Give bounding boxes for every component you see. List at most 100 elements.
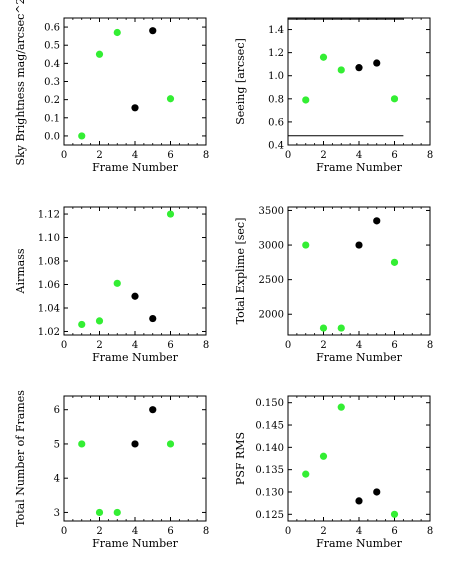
y-tick-label: 2500 bbox=[259, 275, 284, 286]
x-tick-label: 6 bbox=[167, 150, 173, 161]
plot-frame bbox=[287, 206, 431, 336]
y-tick-label: 0.145 bbox=[255, 421, 284, 432]
x-tick-label: 2 bbox=[320, 150, 326, 161]
y-tick-label: 1.06 bbox=[38, 280, 60, 291]
data-point bbox=[337, 66, 345, 74]
data-point bbox=[149, 27, 157, 35]
y-tick-label: 2000 bbox=[259, 310, 284, 321]
x-tick-label: 0 bbox=[61, 526, 67, 537]
data-point bbox=[78, 320, 86, 329]
data-point bbox=[355, 241, 363, 249]
plot-frame bbox=[287, 17, 431, 146]
y-tick-label: 0.5 bbox=[44, 41, 60, 52]
x-tick-label: 6 bbox=[391, 340, 397, 351]
y-tick-label: 0.4 bbox=[44, 59, 60, 70]
x-tick-label: 8 bbox=[427, 340, 433, 351]
x-axis-label: Frame Number bbox=[92, 351, 179, 364]
x-tick-label: 6 bbox=[391, 150, 397, 161]
plot-1: 0 2 4 6 8 0.0 0.1 0.2 0.3 0.4 0.5 0.6 Frame Number Sk… bbox=[14, 0, 209, 174]
y-tick-label: 0.140 bbox=[255, 443, 284, 454]
y-tick-label: 1.12 bbox=[38, 210, 60, 221]
y-tick-label: 0.3 bbox=[44, 77, 60, 88]
x-tick-label: 2 bbox=[96, 526, 102, 537]
x-tick-label: 2 bbox=[96, 150, 102, 161]
y-tick-label: 4 bbox=[54, 474, 60, 485]
y-tick-label: 5 bbox=[54, 439, 60, 450]
x-tick-label: 2 bbox=[96, 340, 102, 351]
x-axis-label: Frame Number bbox=[92, 161, 179, 174]
data-point bbox=[373, 217, 381, 225]
plot-frame bbox=[63, 206, 207, 336]
y-tick-label: 0.135 bbox=[255, 465, 284, 476]
y-tick-label: 1.04 bbox=[38, 303, 60, 314]
data-point bbox=[302, 96, 310, 104]
x-tick-label: 8 bbox=[427, 150, 433, 161]
y-axis-label: Airmass bbox=[14, 248, 27, 294]
data-point bbox=[131, 440, 139, 448]
x-tick-label: 2 bbox=[320, 340, 326, 351]
data-point bbox=[355, 497, 363, 505]
data-point bbox=[149, 314, 157, 323]
y-tick-label: 0.125 bbox=[255, 510, 284, 521]
data-point bbox=[149, 406, 157, 414]
data-point bbox=[95, 50, 104, 58]
x-tick-label: 0 bbox=[285, 340, 291, 351]
data-point bbox=[390, 510, 399, 518]
data-point bbox=[355, 64, 363, 72]
x-tick-label: 4 bbox=[132, 340, 138, 351]
data-point bbox=[166, 95, 175, 103]
y-tick-label: 3000 bbox=[259, 241, 284, 252]
x-tick-label: 8 bbox=[203, 526, 209, 537]
x-tick-label: 4 bbox=[132, 526, 138, 537]
x-tick-label: 0 bbox=[61, 150, 67, 161]
x-axis-label: Frame Number bbox=[92, 537, 179, 550]
x-tick-label: 8 bbox=[203, 340, 209, 351]
y-axis-label: Total Number of Frames bbox=[14, 390, 27, 527]
data-point bbox=[166, 440, 175, 448]
y-tick-label: 1.4 bbox=[268, 25, 284, 36]
data-point bbox=[95, 317, 104, 325]
y-tick-label: 1.0 bbox=[268, 71, 284, 82]
data-point bbox=[113, 28, 121, 37]
y-tick-label: 0.0 bbox=[44, 131, 60, 142]
plot-frame bbox=[63, 395, 207, 522]
plot-2: 0 2 4 6 8 0.4 0.6 0.8 1.0 1.2 1.4 Frame Number Seein… bbox=[234, 17, 433, 174]
y-tick-label: 0.150 bbox=[255, 398, 284, 409]
x-tick-label: 0 bbox=[285, 150, 291, 161]
y-tick-label: 0.4 bbox=[268, 141, 284, 152]
x-tick-label: 2 bbox=[320, 526, 326, 537]
x-axis-label: Frame Number bbox=[316, 161, 403, 174]
data-point bbox=[373, 59, 381, 67]
y-tick-label: 3500 bbox=[259, 206, 284, 217]
data-point bbox=[319, 53, 328, 61]
x-tick-label: 0 bbox=[61, 340, 67, 351]
x-tick-label: 6 bbox=[167, 340, 173, 351]
x-tick-label: 6 bbox=[391, 526, 397, 537]
plot-frame bbox=[63, 17, 207, 146]
y-axis-label: Seeing [arcsec] bbox=[234, 38, 247, 125]
y-tick-label: 0.1 bbox=[44, 113, 60, 124]
data-point bbox=[113, 508, 121, 517]
y-axis-label: PSF RMS bbox=[234, 432, 247, 485]
data-point bbox=[302, 470, 310, 478]
y-tick-label: 0.8 bbox=[268, 94, 284, 105]
x-tick-label: 4 bbox=[356, 150, 362, 161]
y-tick-label: 1.2 bbox=[268, 48, 284, 59]
x-axis-label: Frame Number bbox=[316, 351, 403, 364]
x-tick-label: 0 bbox=[285, 526, 291, 537]
y-tick-label: 0.2 bbox=[44, 95, 60, 106]
x-axis-label: Frame Number bbox=[316, 537, 403, 550]
data-point bbox=[390, 95, 399, 103]
data-point bbox=[337, 403, 345, 411]
x-tick-label: 4 bbox=[132, 150, 138, 161]
x-tick-label: 6 bbox=[167, 526, 173, 537]
y-tick-label: 1.08 bbox=[38, 257, 60, 268]
x-tick-label: 4 bbox=[356, 340, 362, 351]
x-tick-label: 8 bbox=[427, 526, 433, 537]
data-point bbox=[373, 488, 381, 496]
data-point bbox=[78, 440, 86, 448]
x-tick-label: 8 bbox=[203, 150, 209, 161]
plot-6: 0 2 4 6 8 0.125 0.130 0.135 0.140 0.145 0.150 Frame… bbox=[234, 395, 433, 550]
